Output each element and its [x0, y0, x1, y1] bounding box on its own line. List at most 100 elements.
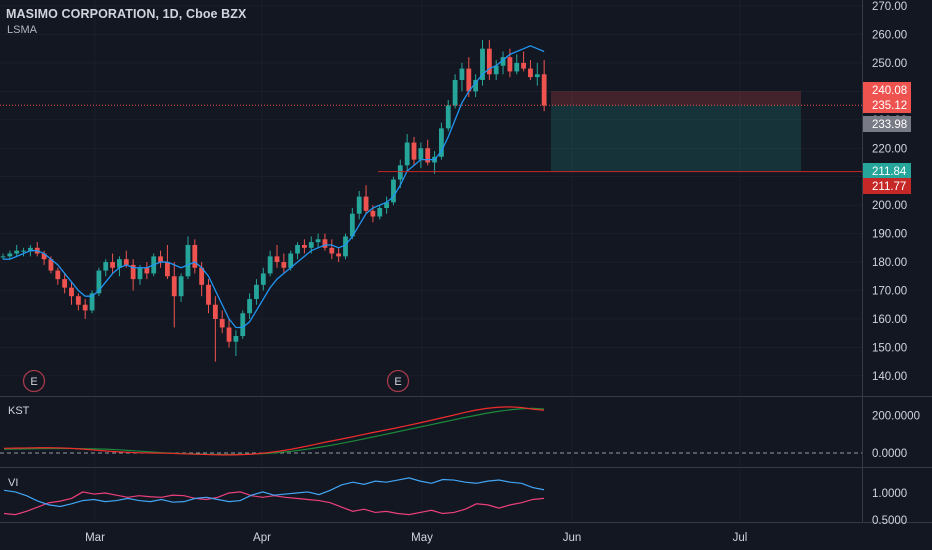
candle-body	[96, 270, 102, 294]
candle-body	[349, 213, 355, 237]
candle-body	[137, 267, 143, 280]
price-pane[interactable]: E E	[0, 40, 862, 393]
candle-body	[370, 210, 376, 217]
price-tag	[863, 82, 911, 98]
vi-pane[interactable]	[3, 477, 545, 516]
candlestick-series	[0, 40, 547, 362]
price-tag-label: 240.08	[872, 85, 907, 97]
price-tag-label: 211.77	[872, 181, 906, 193]
candle-body	[192, 244, 198, 268]
time-tick-label: May	[411, 532, 433, 544]
position-tool[interactable]	[551, 91, 801, 172]
candle-body	[89, 293, 95, 311]
candle-body	[21, 250, 26, 252]
candle-body	[534, 74, 540, 78]
candle-body	[158, 256, 163, 263]
candle-body	[336, 253, 342, 257]
candle-body	[28, 247, 33, 251]
candle-body	[473, 79, 479, 92]
price-axis-tags: 240.08 235.12 233.98 211.84 211.77	[863, 82, 911, 194]
candle-body	[240, 313, 246, 337]
price-tick-label: 270.00	[872, 1, 907, 13]
candle-body	[247, 299, 252, 314]
candle-body	[445, 105, 451, 129]
candle-body	[322, 239, 328, 248]
candle-body	[103, 262, 109, 271]
price-tick-label: 140.00	[872, 371, 907, 383]
candle-body	[260, 273, 266, 285]
candle-body	[185, 244, 191, 277]
candle-body	[110, 262, 115, 268]
price-tag	[863, 116, 911, 132]
candle-body	[384, 202, 389, 208]
vi-axis[interactable]: 1.0000 0.5000	[872, 488, 907, 527]
candle-body	[69, 287, 74, 297]
kst-line	[3, 406, 545, 456]
price-tag	[863, 178, 911, 194]
kst-signal-line	[3, 407, 545, 456]
candle-body	[14, 250, 20, 254]
candle-body	[75, 296, 81, 305]
earnings-label: E	[30, 376, 37, 388]
candle-body	[206, 284, 211, 305]
vi-tick-label: 1.0000	[872, 488, 907, 500]
pane-separators[interactable]	[0, 0, 932, 523]
candle-body	[233, 336, 239, 342]
candle-body	[507, 57, 513, 72]
candle-body	[425, 148, 431, 163]
earnings-marker[interactable]: E	[386, 369, 410, 393]
candle-body	[199, 267, 205, 285]
candle-body	[329, 247, 335, 254]
candle-body	[486, 48, 492, 75]
candle-body	[165, 262, 170, 277]
time-tick-label: Apr	[253, 532, 271, 544]
earnings-icon	[386, 369, 410, 393]
earnings-icon	[22, 369, 46, 393]
candle-body	[452, 79, 458, 106]
candle-body	[493, 65, 499, 75]
candle-body	[356, 196, 362, 214]
candle-body	[308, 242, 314, 248]
kst-indicator-label[interactable]: KST	[8, 405, 30, 417]
price-tick-label: 150.00	[872, 342, 907, 354]
candle-body	[514, 62, 520, 72]
candle-body	[404, 142, 410, 166]
candle-body	[418, 148, 424, 160]
candle-body	[315, 239, 321, 243]
time-tick-label: Jun	[563, 532, 582, 544]
symbol-title[interactable]: MASIMO CORPORATION, 1D, Cboe BZX	[6, 7, 247, 21]
earnings-marker[interactable]: E	[22, 369, 46, 393]
candle-body	[500, 57, 506, 66]
candle-body	[130, 264, 136, 280]
candle-body	[82, 304, 88, 311]
candle-body	[521, 62, 526, 69]
candle-body	[480, 48, 485, 80]
candle-body	[439, 128, 444, 157]
candle-body	[117, 259, 122, 268]
candle-body	[302, 244, 307, 248]
earnings-label: E	[394, 376, 401, 388]
candle-body	[144, 267, 150, 274]
kst-pane[interactable]	[0, 406, 862, 456]
candle-body	[55, 270, 61, 280]
candle-body	[7, 253, 13, 257]
candle-body	[295, 244, 300, 254]
candle-body	[267, 256, 273, 274]
time-tick-label: Jul	[733, 532, 748, 544]
time-tick-label: Mar	[85, 532, 105, 544]
lsma-line	[3, 45, 545, 329]
grid-lines	[0, 0, 862, 522]
candle-body	[343, 236, 348, 257]
price-tick-label: 250.00	[872, 58, 907, 70]
lsma-indicator-label[interactable]: LSMA	[7, 24, 37, 36]
candle-body	[411, 142, 417, 160]
candle-body	[397, 165, 403, 180]
time-axis[interactable]: Mar Apr May Jun Jul	[85, 532, 747, 544]
candle-body	[123, 259, 129, 265]
candle-body	[391, 179, 396, 203]
vi-indicator-label[interactable]: VI	[8, 477, 19, 489]
kst-axis[interactable]: 200.0000 0.0000	[872, 411, 920, 461]
candle-body	[48, 259, 54, 271]
price-tick-label: 180.00	[872, 257, 907, 269]
